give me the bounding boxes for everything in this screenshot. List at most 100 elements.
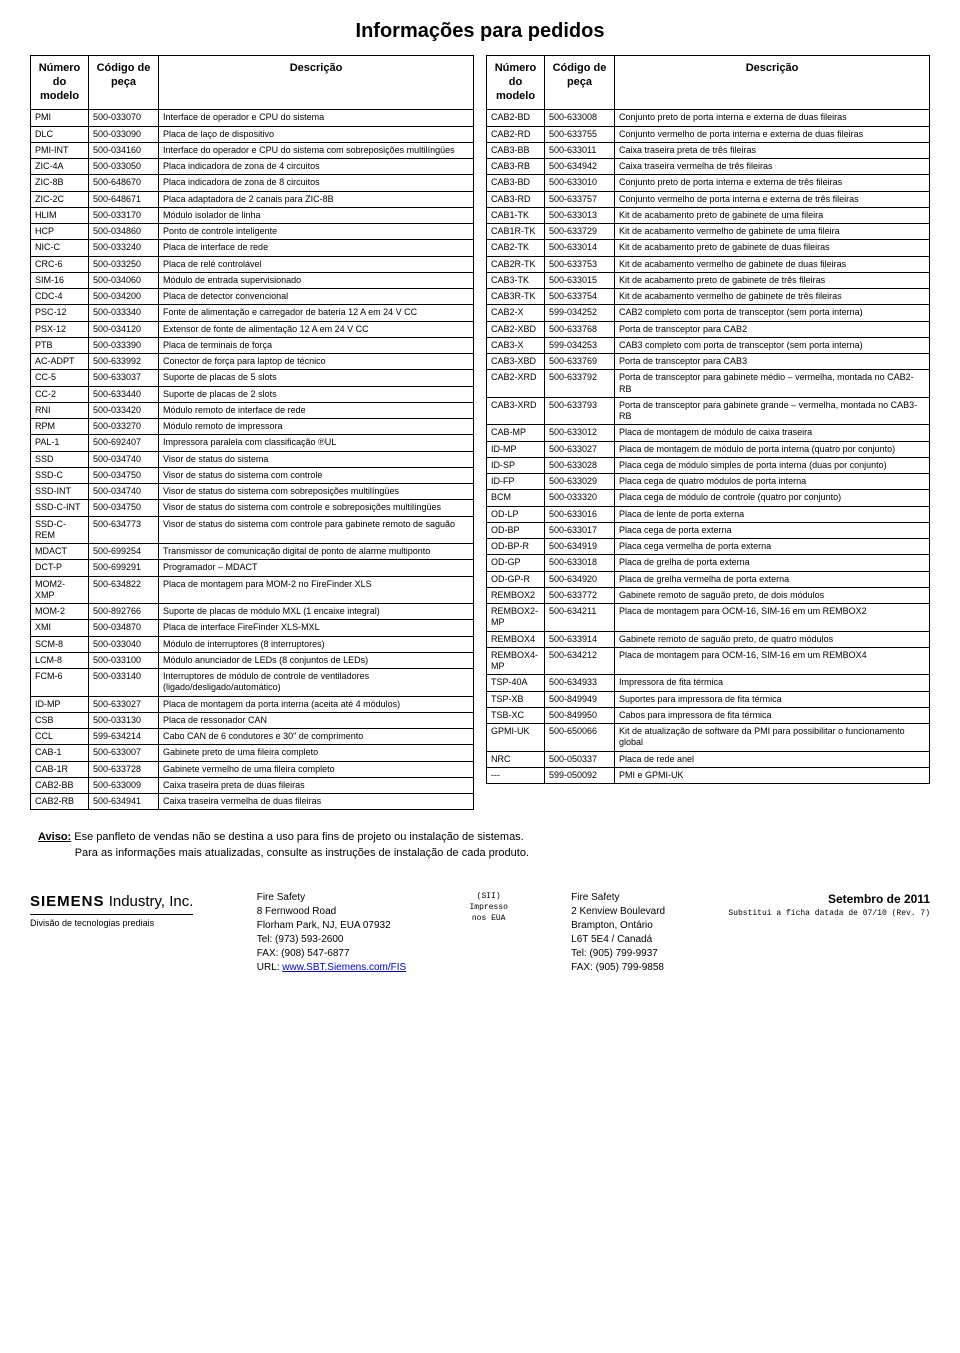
cell-model: CCL (31, 729, 89, 745)
table-row: CAB2-BB500-633009Caixa traseira preta de… (31, 777, 474, 793)
cell-model: MOM-2 (31, 604, 89, 620)
cell-model: SSD-C-REM (31, 516, 89, 544)
cell-code: 500-033090 (89, 126, 159, 142)
cell-model: TSP-XB (487, 691, 545, 707)
cell-desc: Conector de força para laptop de técnico (159, 354, 474, 370)
cell-code: 500-634920 (545, 571, 615, 587)
cell-desc: Fonte de alimentação e carregador de bat… (159, 305, 474, 321)
cell-code: 500-634211 (545, 604, 615, 632)
cell-model: TSP-40A (487, 675, 545, 691)
cell-model: CAB3-X (487, 337, 545, 353)
table-row: NIC-C500-033240Placa de interface de red… (31, 240, 474, 256)
table-row: CAB3-BD500-633010Conjunto preto de porta… (487, 175, 930, 191)
addr2-tel: Tel: (905) 799-9937 (571, 947, 665, 961)
cell-model: PSC-12 (31, 305, 89, 321)
cell-model: CRC-6 (31, 256, 89, 272)
cell-model: ID-FP (487, 474, 545, 490)
table-row: SSD-INT500-034740Visor de status do sist… (31, 484, 474, 500)
table-row: FCM-6500-033140Interruptores de módulo d… (31, 669, 474, 697)
cell-desc: Ponto de controle inteligente (159, 224, 474, 240)
cell-code: 500-033070 (89, 110, 159, 126)
cell-code: 500-633440 (89, 386, 159, 402)
cell-model: CAB2R-TK (487, 256, 545, 272)
cell-model: MOM2-XMP (31, 576, 89, 604)
cell-code: 500-633007 (89, 745, 159, 761)
cell-code: 500-699254 (89, 544, 159, 560)
table-row: AC-ADPT500-633992Conector de força para … (31, 354, 474, 370)
cell-code: 500-634919 (545, 539, 615, 555)
table-row: ID-MP500-633027Placa de montagem de módu… (487, 441, 930, 457)
table-row: CC-5500-633037Suporte de placas de 5 slo… (31, 370, 474, 386)
cell-model: CAB-MP (487, 425, 545, 441)
cell-code: 500-633914 (545, 631, 615, 647)
cell-desc: Caixa traseira vermelha de duas fileiras (159, 794, 474, 810)
cell-model: CAB3-BB (487, 142, 545, 158)
cell-code: 500-033320 (545, 490, 615, 506)
cell-desc: Kit de acabamento preto de gabinete de u… (615, 207, 930, 223)
table-row: OD-BP-R500-634919Placa cega vermelha de … (487, 539, 930, 555)
cell-desc: Suporte de placas de 5 slots (159, 370, 474, 386)
cell-desc: Placa cega vermelha de porta externa (615, 539, 930, 555)
addr1-url-link[interactable]: www.SBT.Siemens.com/FIS (282, 962, 406, 973)
table-row: PSX-12500-034120Extensor de fonte de ali… (31, 321, 474, 337)
cell-model: CC-5 (31, 370, 89, 386)
cell-model: CAB3-RD (487, 191, 545, 207)
cell-desc: Placa de rede anel (615, 751, 930, 767)
th-model: Número do modelo (487, 56, 545, 110)
cell-desc: Conjunto preto de porta interna e extern… (615, 110, 930, 126)
cell-desc: Placa cega de porta externa (615, 522, 930, 538)
cell-desc: Placa cega de quatro módulos de porta in… (615, 474, 930, 490)
cell-code: 500-034750 (89, 467, 159, 483)
table-row: CAB1-TK500-633013Kit de acabamento preto… (487, 207, 930, 223)
cell-model: AC-ADPT (31, 354, 89, 370)
cell-code: 500-633793 (545, 397, 615, 425)
table-row: ZIC-8B500-648670Placa indicadora de zona… (31, 175, 474, 191)
cell-model: SSD-INT (31, 484, 89, 500)
cell-model: CDC-4 (31, 289, 89, 305)
footer-addr1: Fire Safety 8 Fernwood Road Florham Park… (257, 891, 406, 975)
cell-model: CAB-1 (31, 745, 89, 761)
cell-code: 500-033140 (89, 669, 159, 697)
table-row: CSB500-033130Placa de ressonador CAN (31, 712, 474, 728)
cell-model: RNI (31, 402, 89, 418)
cell-desc: Placa de relé controlável (159, 256, 474, 272)
cell-desc: Gabinete vermelho de uma fileira complet… (159, 761, 474, 777)
cell-desc: Conjunto preto de porta interna e extern… (615, 175, 930, 191)
cell-code: 599-034253 (545, 337, 615, 353)
addr1-tel: Tel: (973) 593-2600 (257, 933, 406, 947)
table-row: SIM-16500-034060Módulo de entrada superv… (31, 272, 474, 288)
cell-code: 500-634773 (89, 516, 159, 544)
table-row: HLIM500-033170Módulo isolador de linha (31, 207, 474, 223)
cell-desc: Suporte de placas de módulo MXL (1 encai… (159, 604, 474, 620)
addr1-url-label: URL: (257, 962, 283, 973)
cell-model: PTB (31, 337, 89, 353)
cell-code: 500-033240 (89, 240, 159, 256)
cell-code: 500-633757 (545, 191, 615, 207)
cell-desc: Placa de montagem para MOM-2 no FireFind… (159, 576, 474, 604)
cell-desc: Placa de laço de dispositivo (159, 126, 474, 142)
cell-code: 500-892766 (89, 604, 159, 620)
cell-desc: Placa de interface de rede (159, 240, 474, 256)
cell-model: SSD (31, 451, 89, 467)
cell-code: 500-633014 (545, 240, 615, 256)
cell-model: ZIC-4A (31, 159, 89, 175)
cell-code: 500-034860 (89, 224, 159, 240)
table-row: CAB2-RB500-634941Caixa traseira vermelha… (31, 794, 474, 810)
cell-model: OD-BP-R (487, 539, 545, 555)
cell-code: 500-633029 (545, 474, 615, 490)
table-row: NRC500-050337Placa de rede anel (487, 751, 930, 767)
cell-code: 500-033040 (89, 636, 159, 652)
cell-desc: Extensor de fonte de alimentação 12 A em… (159, 321, 474, 337)
table-row: XMI500-034870Placa de interface FireFind… (31, 620, 474, 636)
cell-model: LCM-8 (31, 652, 89, 668)
cell-model: CAB1-TK (487, 207, 545, 223)
cell-desc: Placa de grelha de porta externa (615, 555, 930, 571)
cell-code: 500-849949 (545, 691, 615, 707)
cell-desc: Transmissor de comunicação digital de po… (159, 544, 474, 560)
cell-desc: Placa indicadora de zona de 8 circuitos (159, 175, 474, 191)
cell-code: 500-633009 (89, 777, 159, 793)
cell-code: 500-033170 (89, 207, 159, 223)
cell-model: REMBOX2 (487, 587, 545, 603)
cell-desc: Kit de acabamento vermelho de gabinete d… (615, 256, 930, 272)
table-row: CAB3-XRD500-633793Porta de transceptor p… (487, 397, 930, 425)
